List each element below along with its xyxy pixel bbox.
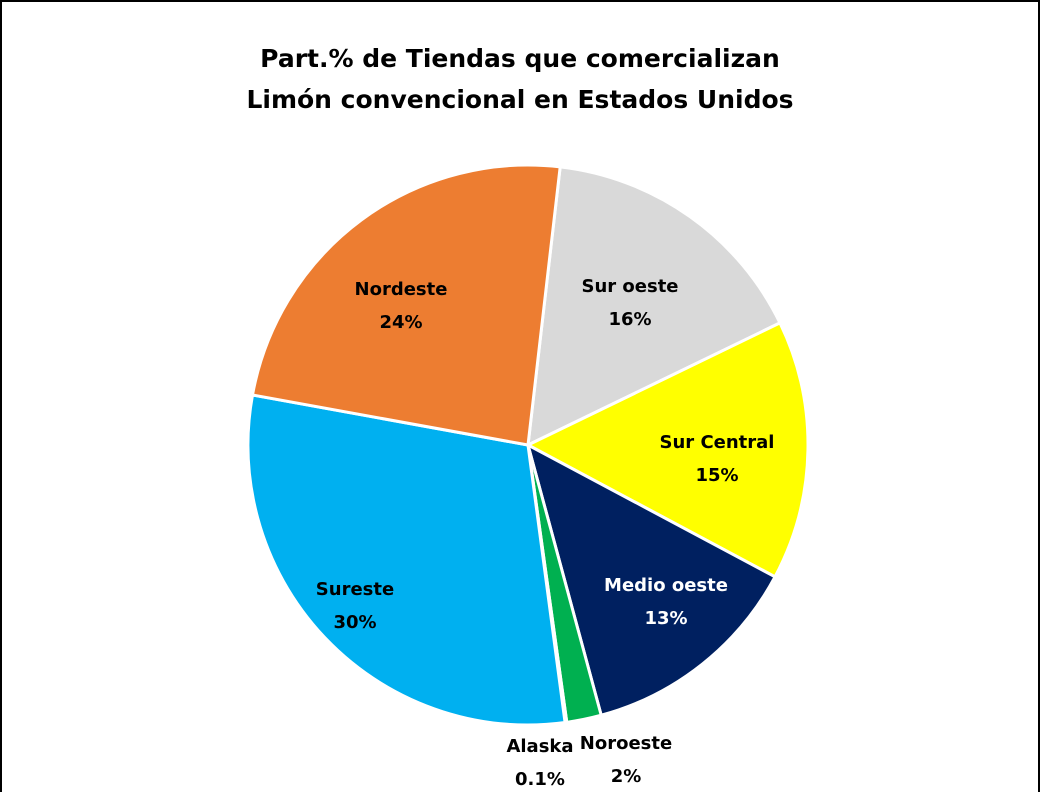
slice-value-label: 0.1%: [515, 769, 565, 790]
slice-value-label: 13%: [644, 608, 687, 629]
slice-label: Nordeste: [355, 279, 448, 300]
title-box: Part.% de Tiendas que comercializan Limó…: [246, 44, 794, 114]
pie-slice: [525, 442, 778, 718]
slice-value-label: 24%: [379, 312, 422, 333]
slice-value-label: 15%: [695, 465, 738, 486]
slice-label: Medio oeste: [604, 575, 728, 596]
pie-slice: [524, 320, 810, 579]
slice-value-label: 16%: [608, 309, 651, 330]
slice-label: Sureste: [316, 579, 394, 600]
slice-value-label: 2%: [611, 766, 642, 787]
pie-slice: [526, 165, 782, 448]
pie-slice: [246, 393, 567, 727]
slice-label: Alaska: [506, 736, 573, 757]
slice-label: Sur oeste: [581, 276, 678, 297]
pie-slice: [250, 163, 562, 447]
slice-value-label: 30%: [333, 612, 376, 633]
slice-label: Noroeste: [580, 733, 672, 754]
chart-title: Part.% de Tiendas que comercializan Limó…: [246, 44, 794, 114]
slice-label: Sur Central: [660, 432, 775, 453]
